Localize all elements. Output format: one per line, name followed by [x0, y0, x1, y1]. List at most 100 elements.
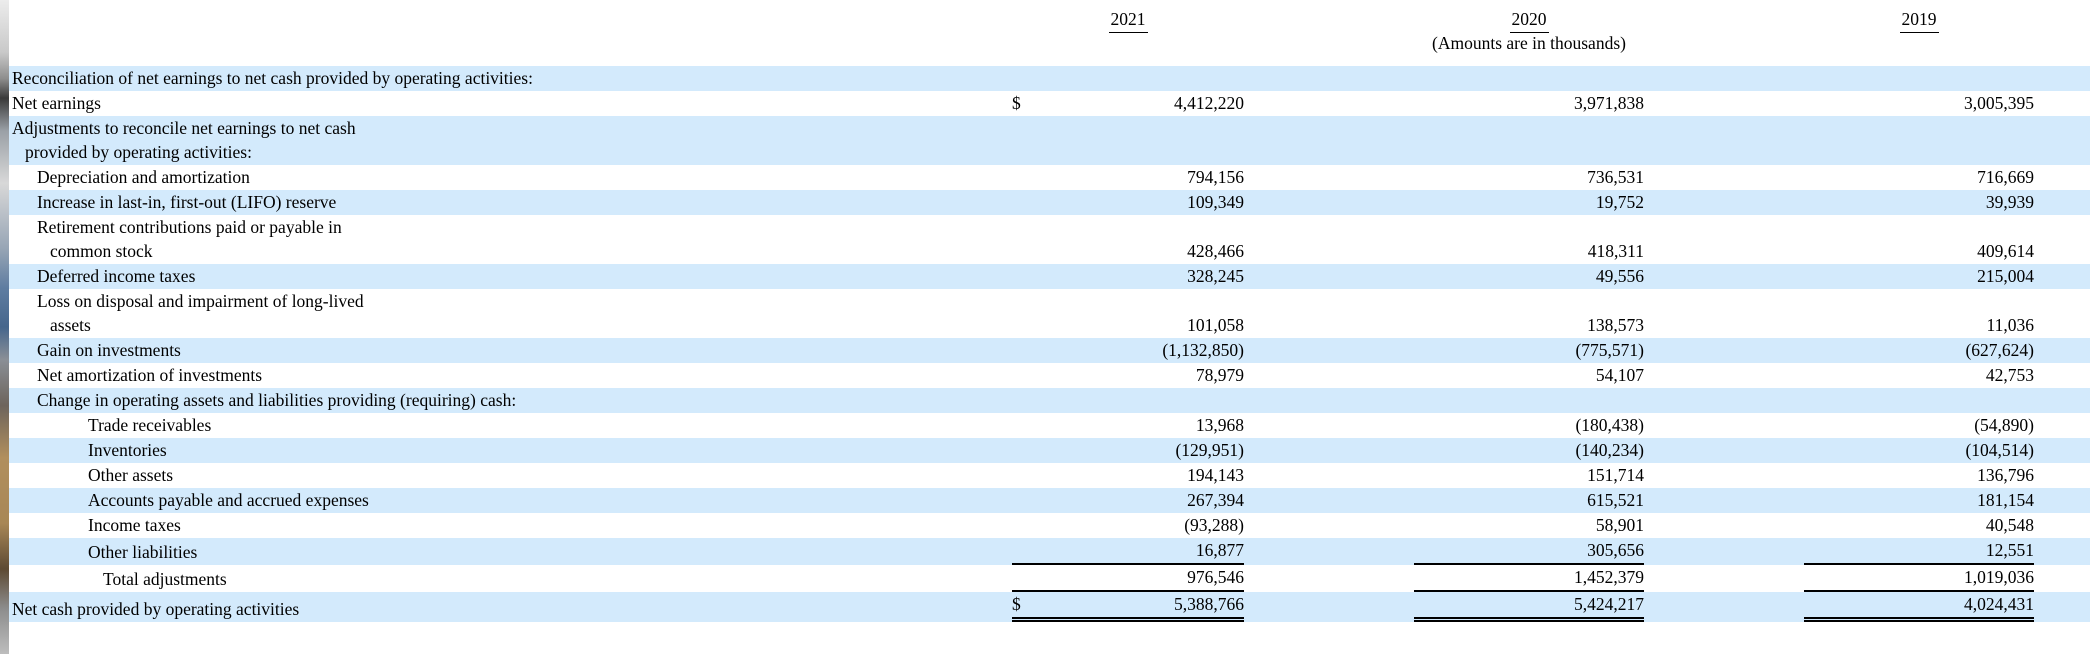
- amount-2020: 418,311: [1587, 241, 1644, 261]
- row-label: Increase in last-in, first-out (LIFO) re…: [9, 190, 1004, 215]
- amount-2021: 328,245: [1187, 266, 1244, 286]
- amount-2019: 42,753: [1985, 365, 2034, 385]
- amount-2019: 181,154: [1977, 490, 2034, 510]
- row-label: Retirement contributions paid or payable…: [9, 215, 1004, 264]
- value-2019: 136,796: [1804, 463, 2034, 488]
- value-2021: (93,288): [1012, 513, 1244, 538]
- row-label-line: Other assets: [88, 465, 174, 485]
- amount-2020: 736,531: [1587, 167, 1644, 187]
- row-label-line: Inventories: [88, 440, 167, 460]
- value-2020: (140,234): [1414, 438, 1644, 463]
- row-label: Income taxes: [9, 513, 1004, 538]
- value-2020: 418,311: [1414, 239, 1644, 264]
- row-label-line: Retirement contributions paid or payable…: [37, 217, 342, 237]
- value-2020: 19,752: [1414, 190, 1644, 215]
- amount-2019: (627,624): [1965, 340, 2034, 360]
- amount-2020: 49,556: [1595, 266, 1644, 286]
- row-label: Net earnings: [9, 91, 1004, 116]
- amount-2021: (1,132,850): [1162, 340, 1244, 360]
- header-gap: [9, 54, 2090, 66]
- amount-2019: 1,019,036: [1964, 567, 2034, 587]
- row-label: Loss on disposal and impairment of long-…: [9, 289, 1004, 338]
- value-2021: 78,979: [1012, 363, 1244, 388]
- value-2020: 49,556: [1414, 264, 1644, 289]
- table-header-years: 2021 2020 2019: [9, 6, 2090, 33]
- table-row: Deferred income taxes 328,245 49,556 215…: [9, 264, 2090, 289]
- amount-2021: 13,968: [1195, 415, 1244, 435]
- amount-2021: 78,979: [1195, 365, 1244, 385]
- amount-2021: 109,349: [1187, 192, 1244, 212]
- value-2021: $ 5,388,766: [1012, 592, 1244, 622]
- amount-2019: (104,514): [1965, 440, 2034, 460]
- table-row: Other assets 194,143 151,714 136,796: [9, 463, 2090, 488]
- row-label: Net cash provided by operating activitie…: [9, 597, 1004, 622]
- amount-2019: (54,890): [1974, 415, 2034, 435]
- table-row: Total adjustments 976,546 1,452,379 1,01…: [9, 565, 2090, 592]
- row-label-line: Net amortization of investments: [37, 365, 263, 385]
- amount-2019: 136,796: [1977, 465, 2034, 485]
- row-label-line: Accounts payable and accrued expenses: [88, 490, 369, 510]
- row-label-line: Depreciation and amortization: [37, 167, 250, 187]
- amount-2019: 4,024,431: [1964, 594, 2034, 614]
- cash-flow-reconciliation-table: 2021 2020 2019 (Amounts are in thousands…: [9, 6, 2090, 622]
- row-label: Depreciation and amortization: [9, 165, 1004, 190]
- row-label: Other liabilities: [9, 540, 1004, 565]
- row-label: Net amortization of investments: [9, 363, 1004, 388]
- row-label: Gain on investments: [9, 338, 1004, 363]
- row-label-line: Net earnings: [12, 93, 101, 113]
- table-row: Loss on disposal and impairment of long-…: [9, 289, 2090, 338]
- value-2019: 4,024,431: [1804, 592, 2034, 622]
- value-2021: 267,394: [1012, 488, 1244, 513]
- amount-2021: 794,156: [1187, 167, 1244, 187]
- value-2021: $ 4,412,220: [1012, 91, 1244, 116]
- amount-2021: 16,877: [1195, 540, 1244, 560]
- row-label-line: Total adjustments: [103, 569, 227, 589]
- amount-2019: 716,669: [1977, 167, 2034, 187]
- column-header-year-2020: 2020: [1509, 6, 1549, 33]
- dollar-sign: $: [1012, 93, 1021, 113]
- row-label-line: Other liabilities: [88, 542, 198, 562]
- table-row: Adjustments to reconcile net earnings to…: [9, 116, 2090, 165]
- table-row: Gain on investments (1,132,850) (775,571…: [9, 338, 2090, 363]
- row-label-line: Increase in last-in, first-out (LIFO) re…: [37, 192, 337, 212]
- desktop-edge-strip: [0, 0, 9, 654]
- row-label-line: Deferred income taxes: [37, 266, 196, 286]
- amount-2021: 5,388,766: [1174, 594, 1244, 614]
- value-2020: 5,424,217: [1414, 592, 1644, 622]
- value-2020: 58,901: [1414, 513, 1644, 538]
- table-row: Trade receivables 13,968 (180,438) (54,8…: [9, 413, 2090, 438]
- amount-2021: 4,412,220: [1174, 93, 1244, 113]
- row-label: Inventories: [9, 438, 1004, 463]
- row-label-line: Adjustments to reconcile net earnings to…: [12, 118, 356, 138]
- amount-2020: 3,971,838: [1574, 93, 1644, 113]
- row-label-line: provided by operating activities:: [25, 142, 252, 162]
- amount-2020: (775,571): [1575, 340, 1644, 360]
- value-2020: 138,573: [1414, 313, 1644, 338]
- value-2020: (775,571): [1414, 338, 1644, 363]
- value-2021: (129,951): [1012, 438, 1244, 463]
- amount-2021: (129,951): [1175, 440, 1244, 460]
- amount-2020: 1,452,379: [1574, 567, 1644, 587]
- row-label-line: Trade receivables: [88, 415, 212, 435]
- dollar-sign: $: [1012, 594, 1021, 614]
- row-label-line: Change in operating assets and liabiliti…: [37, 390, 517, 410]
- value-2019: 12,551: [1804, 538, 2034, 565]
- amount-2019: 11,036: [1986, 315, 2034, 335]
- amount-2019: 12,551: [1985, 540, 2034, 560]
- value-2020: 1,452,379: [1414, 565, 1644, 592]
- value-2019: 409,614: [1804, 239, 2034, 264]
- amount-2020: 138,573: [1587, 315, 1644, 335]
- units-note: (Amounts are in thousands): [1432, 33, 1626, 53]
- table-row: Net cash provided by operating activitie…: [9, 592, 2090, 622]
- row-label: Total adjustments: [9, 567, 1004, 592]
- value-2021: 109,349: [1012, 190, 1244, 215]
- table-header-note: (Amounts are in thousands): [9, 33, 2090, 54]
- row-label-line: Net cash provided by operating activitie…: [12, 599, 300, 619]
- amount-2020: 615,521: [1587, 490, 1644, 510]
- header-label-spacer: [9, 32, 1004, 33]
- row-label: Reconciliation of net earnings to net ca…: [9, 66, 1004, 91]
- value-2020: 151,714: [1414, 463, 1644, 488]
- value-2021: 101,058: [1012, 313, 1244, 338]
- amount-2021: (93,288): [1184, 515, 1244, 535]
